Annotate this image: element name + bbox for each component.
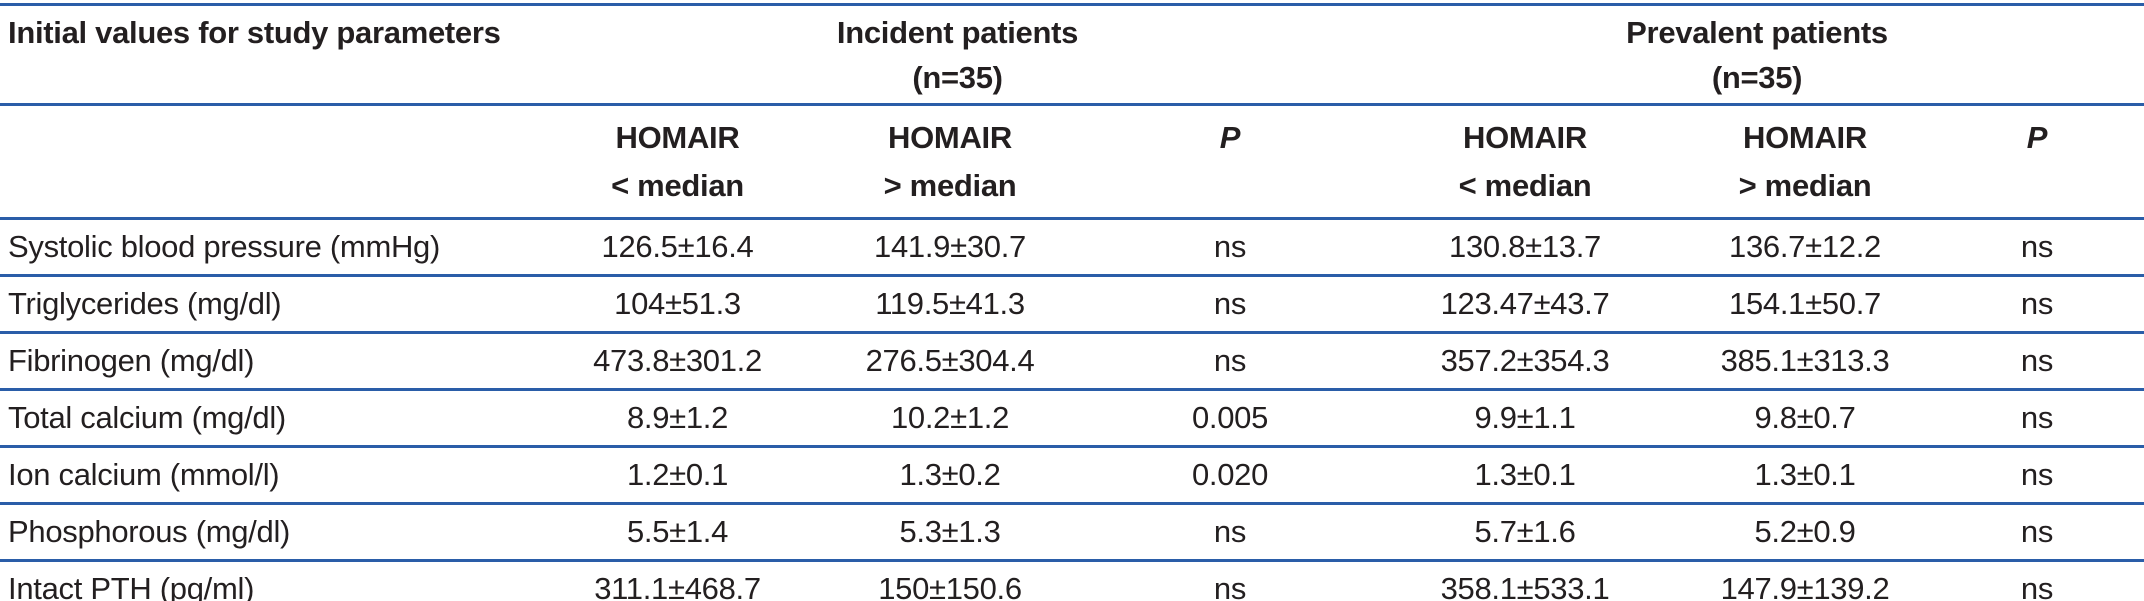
col-header-prevalent-homair-lt: HOMAIR < median [1370,105,1680,219]
prevalent-lt-median-value: 9.9±1.1 [1474,400,1576,435]
table-row: Ion calcium (mmol/l) 1.2±0.1 1.3±0.2 0.0… [0,447,2144,504]
table-row: Fibrinogen (mg/dl) 473.8±301.2 276.5±304… [0,333,2144,390]
col-header-line2: < median [611,168,744,203]
prevalent-p-value: ns [2020,514,2054,549]
incident-gt-median-value: 150±150.6 [878,571,1022,601]
incident-gt-median-value: 276.5±304.4 [865,343,1035,378]
col-header-incident-p: P [1219,120,1241,155]
incident-lt-median-value: 311.1±468.7 [594,571,761,601]
incident-p-value: 0.020 [1191,457,1269,492]
prevalent-gt-median-value: 136.7±12.2 [1729,229,1881,264]
col-header-line2: > median [883,168,1017,203]
incident-p-value: ns [1213,229,1247,264]
parameter-label: Intact PTH (pg/ml) [8,571,255,601]
prevalent-lt-median-value: 130.8±13.7 [1449,229,1601,264]
group-header-prevalent: Prevalent patients (n=35) [1370,5,2144,105]
group-header-prevalent-n: (n=35) [1711,60,1803,95]
col-header-line1: HOMAIR [1463,120,1587,155]
prevalent-gt-median-value: 9.8±0.7 [1754,400,1856,435]
incident-gt-median-value: 141.9±30.7 [874,229,1026,264]
prevalent-p-value: ns [2020,343,2054,378]
incident-p-value: ns [1213,514,1247,549]
prevalent-lt-median-value: 358.1±533.1 [1440,571,1610,601]
parameter-label: Total calcium (mg/dl) [8,400,286,435]
group-header-row: Initial values for study parameters Inci… [0,5,2144,105]
prevalent-p-value: ns [2020,457,2054,492]
table-row: Systolic blood pressure (mmHg) 126.5±16.… [0,219,2144,276]
incident-p-value: ns [1213,286,1247,321]
col-header-line2: > median [1738,168,1872,203]
parameter-label: Triglycerides (mg/dl) [8,286,282,321]
incident-gt-median-value: 10.2±1.2 [890,400,1010,435]
incident-p-value: 0.005 [1191,400,1269,435]
incident-lt-median-value: 5.5±1.4 [626,514,729,549]
prevalent-lt-median-value: 123.47±43.7 [1440,286,1610,321]
group-header-prevalent-label: Prevalent patients [1626,15,1888,50]
col-header-line1: HOMAIR [888,120,1012,155]
parameter-label: Ion calcium (mmol/l) [8,457,280,492]
col-header-incident-homair-gt: HOMAIR > median [810,105,1090,219]
incident-lt-median-value: 126.5±16.4 [601,229,754,264]
prevalent-gt-median-value: 154.1±50.7 [1729,286,1881,321]
col-header-incident-homair-lt: HOMAIR < median [545,105,810,219]
corner-header: Initial values for study parameters [8,15,501,50]
incident-gt-median-value: 119.5±41.3 [875,286,1025,321]
prevalent-lt-median-value: 1.3±0.1 [1474,457,1576,492]
parameter-label: Systolic blood pressure (mmHg) [8,229,441,264]
prevalent-gt-median-value: 147.9±139.2 [1720,571,1890,601]
col-header-line1: HOMAIR [1743,120,1867,155]
group-header-incident: Incident patients (n=35) [545,5,1370,105]
group-header-incident-label: Incident patients [836,15,1079,50]
prevalent-p-value: ns [2020,400,2054,435]
incident-gt-median-value: 5.3±1.3 [899,514,1001,549]
incident-lt-median-value: 1.2±0.1 [626,457,729,492]
prevalent-gt-median-value: 1.3±0.1 [1754,457,1856,492]
empty-header-cell [0,105,545,219]
prevalent-gt-median-value: 5.2±0.9 [1754,514,1856,549]
parameter-label: Phosphorous (mg/dl) [8,514,291,549]
col-header-line1: HOMAIR [615,120,740,155]
group-header-incident-n: (n=35) [912,60,1003,95]
prevalent-lt-median-value: 5.7±1.6 [1474,514,1576,549]
table-row: Intact PTH (pg/ml) 311.1±468.7 150±150.6… [0,561,2144,601]
incident-gt-median-value: 1.3±0.2 [899,457,1001,492]
incident-lt-median-value: 473.8±301.2 [593,343,762,378]
study-parameters-table: Initial values for study parameters Inci… [0,3,2144,601]
incident-lt-median-value: 8.9±1.2 [626,400,729,435]
prevalent-lt-median-value: 357.2±354.3 [1440,343,1610,378]
col-header-prevalent-homair-gt: HOMAIR > median [1680,105,1930,219]
prevalent-gt-median-value: 385.1±313.3 [1720,343,1890,378]
col-header-line2: < median [1458,168,1592,203]
table-row: Total calcium (mg/dl) 8.9±1.2 10.2±1.2 0… [0,390,2144,447]
table-body: Systolic blood pressure (mmHg) 126.5±16.… [0,219,2144,601]
parameter-label: Fibrinogen (mg/dl) [8,343,255,378]
incident-lt-median-value: 104±51.3 [614,286,741,321]
column-header-row: HOMAIR < median HOMAIR > median P HOMAIR… [0,105,2144,219]
col-header-prevalent-p: P [2026,120,2048,155]
incident-p-value: ns [1213,571,1247,601]
prevalent-p-value: ns [2020,229,2054,264]
prevalent-p-value: ns [2020,286,2054,321]
prevalent-p-value: ns [2020,571,2054,601]
table-row: Triglycerides (mg/dl) 104±51.3 119.5±41.… [0,276,2144,333]
incident-p-value: ns [1213,343,1247,378]
table-row: Phosphorous (mg/dl) 5.5±1.4 5.3±1.3 ns 5… [0,504,2144,561]
